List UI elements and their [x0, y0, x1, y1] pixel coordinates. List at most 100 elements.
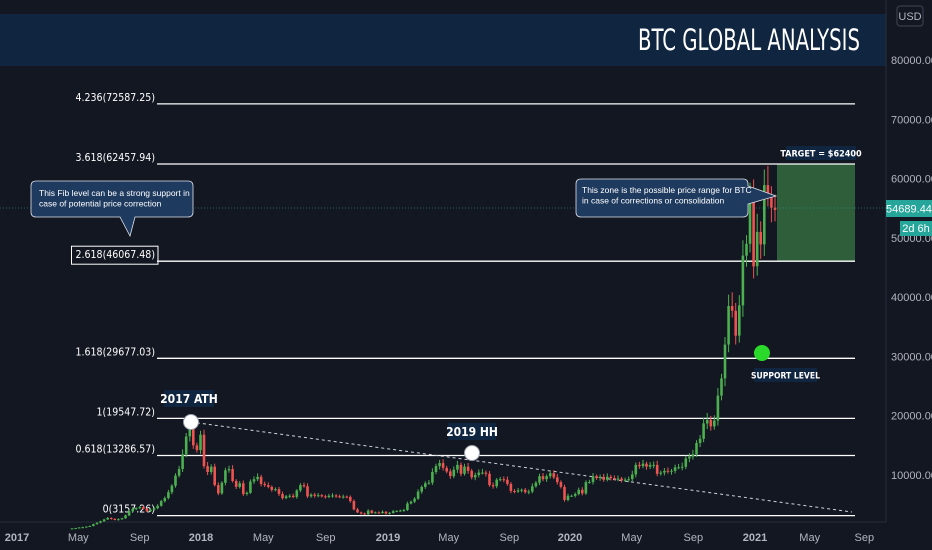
target-zone-layer [777, 164, 855, 262]
candle-body [88, 526, 92, 527]
candle-body [634, 464, 638, 475]
candle-body [763, 185, 766, 245]
candle-body [174, 475, 177, 486]
candle-body [270, 486, 274, 490]
candle-body [334, 495, 338, 497]
countdown-tag [900, 221, 932, 236]
candle-body [498, 479, 502, 481]
candle-body [641, 463, 645, 467]
candle-body [473, 475, 477, 478]
candle-body [288, 495, 291, 497]
candle-body [152, 508, 156, 510]
candle-body [331, 495, 334, 497]
candle-body [399, 510, 402, 512]
candle-body [531, 486, 534, 492]
candle-body [110, 518, 113, 519]
candle-body [695, 443, 698, 455]
candle-body [459, 464, 463, 474]
candle-body [217, 485, 220, 494]
candle-body [420, 486, 423, 492]
candle-body [623, 479, 627, 481]
candle-body [85, 526, 88, 528]
candle-body [598, 476, 602, 478]
candle-body [402, 510, 406, 511]
price-tick: 20000.00 [891, 411, 932, 423]
candle-body [163, 498, 167, 502]
candle-body [595, 476, 598, 478]
candle-body [213, 466, 216, 486]
candle-body [131, 508, 134, 512]
candle-body [584, 482, 588, 494]
candle-body [591, 476, 595, 483]
support-marker [754, 345, 770, 361]
candle-body [220, 482, 224, 494]
candle-body [770, 196, 773, 208]
ath-label: 2017 ATH [160, 392, 218, 406]
candle-body [363, 513, 366, 515]
candle-body [406, 503, 409, 510]
header-band [0, 14, 886, 66]
time-tick: 2018 [189, 532, 213, 544]
time-axis: 2017 May Sep 2018 May Sep 2019 May Sep 2020 May Sep… [5, 532, 874, 544]
candle-body [620, 478, 623, 481]
candle-body [338, 496, 341, 498]
time-tick: Sep [684, 532, 704, 544]
candle-body [370, 510, 374, 513]
candle-body [491, 485, 495, 487]
candle-body [755, 231, 759, 267]
time-tick: 2020 [558, 532, 582, 544]
candle-body [663, 470, 666, 473]
candle-body [449, 471, 452, 477]
fib-label: 0(3157.26) [103, 504, 155, 516]
candle-body [184, 436, 188, 455]
candle-body [395, 510, 398, 512]
candle-body [766, 185, 770, 197]
candle-body [159, 501, 163, 506]
candle-body [177, 469, 181, 476]
currency-button[interactable] [896, 5, 924, 27]
fib-label: 3.618(62457.94) [76, 152, 155, 164]
target-label-bg [786, 146, 856, 160]
candle-body [655, 464, 659, 474]
candle-body [274, 489, 277, 491]
candle-body [727, 306, 730, 345]
fib-note-line-1: This Fib level can be a strong support i… [39, 188, 190, 198]
candle-body [602, 476, 605, 480]
candle-body [720, 378, 723, 396]
candle-body [734, 310, 737, 336]
candle-body [384, 511, 388, 514]
fib-levels-layer: 4.236(72587.25) 3.618(62457.94) 2.618(4606… [71, 92, 855, 517]
candle-body [520, 489, 523, 491]
candle-body [195, 445, 199, 451]
candle-body [716, 395, 720, 421]
candle-body [688, 456, 691, 459]
price-tick: 40000.00 [891, 292, 932, 304]
candle-body [559, 482, 563, 487]
candle-body [684, 458, 688, 467]
candle-body [138, 507, 142, 509]
candle-body [227, 469, 231, 471]
candle-body [670, 470, 673, 472]
candle-body [723, 344, 727, 379]
zone-note-text: This zone is the possible price range fo… [582, 185, 754, 206]
candle-body [748, 196, 752, 244]
candle-body [291, 495, 295, 497]
candle-body [616, 478, 620, 480]
chart-title: BTC GLOBAL ANALYSIS [638, 23, 860, 57]
candle-body [245, 492, 249, 494]
candle-body [563, 486, 566, 500]
candle-body [713, 420, 716, 427]
candle-body [509, 483, 513, 491]
candle-body [441, 463, 445, 468]
candle-body [609, 476, 613, 478]
candle-body [573, 494, 577, 496]
candle-body [548, 473, 552, 477]
candle-body [773, 207, 777, 210]
candle-body [702, 423, 705, 439]
candle-body [648, 464, 652, 467]
candle-body [202, 434, 206, 467]
candle-body [502, 479, 506, 481]
candle-body [95, 522, 99, 525]
time-tick: May [438, 532, 459, 544]
candle-body [477, 472, 481, 475]
